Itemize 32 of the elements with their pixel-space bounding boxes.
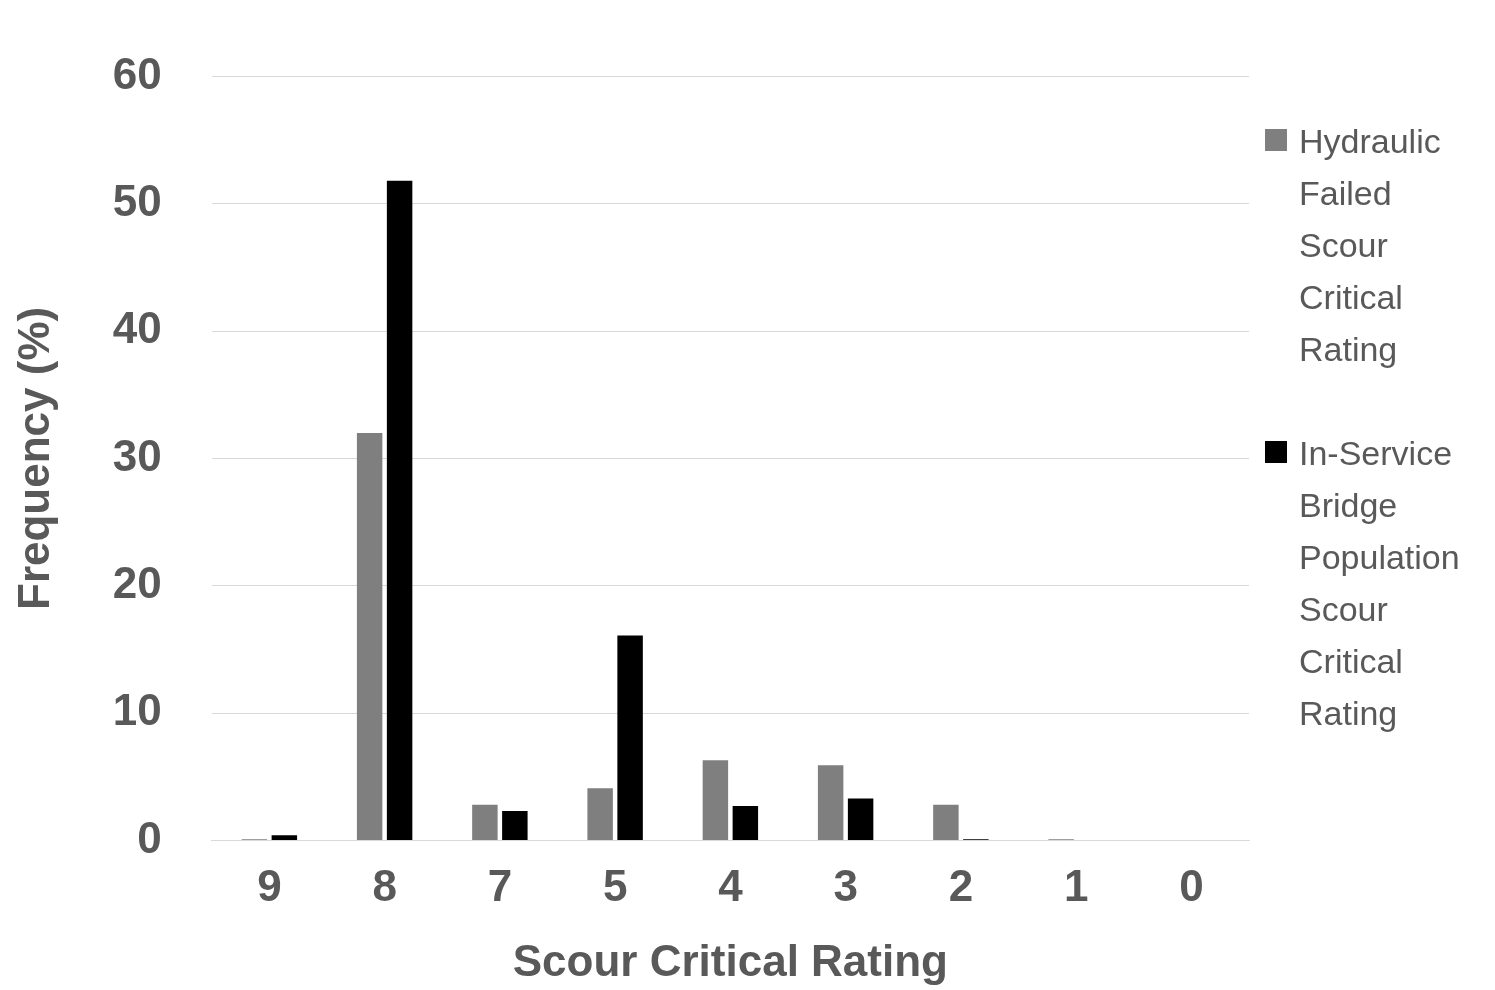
- y-tick-label: 50: [112, 175, 162, 225]
- bar: [587, 788, 613, 840]
- x-tick-label: 1: [1063, 860, 1089, 910]
- y-tick-label: 0: [137, 812, 162, 862]
- legend-label: Hydraulic Failed Scour Critical Rating: [1299, 121, 1442, 370]
- x-tick-label: 7: [487, 860, 513, 910]
- x-tick-label: 5: [602, 860, 628, 910]
- bar: [732, 806, 759, 840]
- legend-label: In-Service Bridge Population Scour Critical Rating: [1299, 433, 1461, 734]
- bar: [472, 804, 498, 840]
- bar: [702, 760, 729, 840]
- y-tick-label: 60: [112, 48, 162, 98]
- bar: [817, 765, 844, 840]
- y-tick-label: 10: [112, 685, 162, 735]
- bar: [933, 804, 959, 840]
- bar: [847, 798, 874, 840]
- y-axis-title: Frequency (%): [8, 306, 58, 610]
- y-tick-label: 40: [112, 303, 162, 353]
- x-tick-label: 4: [718, 860, 744, 910]
- x-tick-label: 3: [833, 860, 858, 910]
- x-axis-title: Scour Critical Rating: [512, 935, 948, 985]
- x-tick-label: 2: [948, 860, 974, 910]
- bar: [356, 432, 383, 840]
- bar: [617, 635, 643, 840]
- x-tick-label: 8: [372, 860, 397, 910]
- y-tick-label: 20: [112, 557, 162, 607]
- bar: [386, 180, 413, 840]
- x-tick-label: 9: [257, 860, 282, 910]
- x-tick-label: 0: [1179, 860, 1204, 910]
- bar: [502, 811, 528, 840]
- bar: [271, 835, 298, 840]
- y-tick-label: 30: [112, 430, 162, 480]
